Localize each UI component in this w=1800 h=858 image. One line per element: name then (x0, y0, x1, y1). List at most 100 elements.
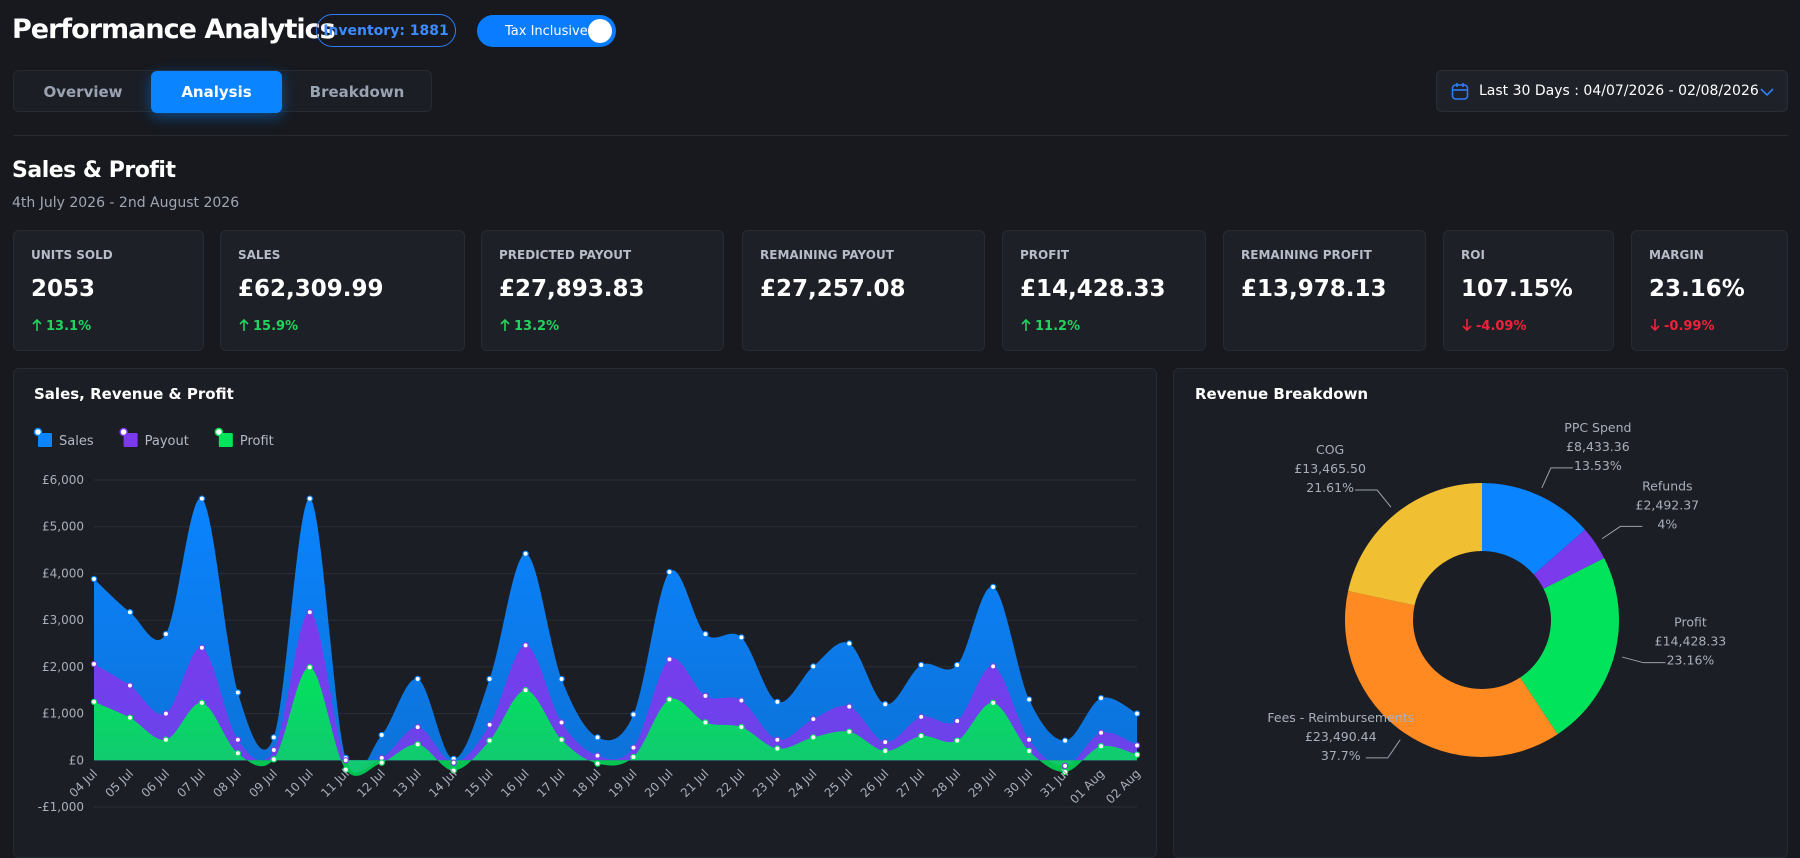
tax-toggle[interactable]: Tax Inclusive (477, 15, 616, 47)
data-point (90, 698, 98, 706)
legend-label: Profit (240, 434, 274, 449)
data-point (90, 660, 98, 668)
leader-line (1601, 525, 1643, 540)
chevron-icon (1760, 88, 1774, 97)
trend-arrow (239, 318, 249, 331)
data-point (162, 630, 170, 638)
data-point (270, 746, 278, 754)
y-tick-label: -£1,000 (38, 800, 84, 814)
kpi-change: 13.1% (31, 318, 91, 334)
data-point (846, 703, 853, 710)
data-point (270, 734, 278, 741)
kpi-card: UNITS SOLD 2053 13.1% (13, 230, 204, 351)
data-point (594, 752, 601, 759)
data-point (594, 760, 601, 767)
data-point (918, 661, 925, 669)
kpi-card: ROI 107.15% -4.09% (1443, 230, 1614, 351)
legend-swatch (123, 433, 138, 447)
legend-label: Payout (145, 434, 189, 449)
data-point (882, 738, 889, 746)
tab[interactable]: Overview (43, 83, 123, 101)
pie-slice (1533, 529, 1605, 589)
x-tick-label: 27 Jul (894, 767, 928, 801)
data-point (666, 656, 673, 663)
data-point (702, 692, 709, 700)
legend-swatch (218, 433, 233, 447)
area-panel: Sales, Revenue & Profit Sales Payout Profit… (13, 368, 1157, 858)
kpi-change: 11.2% (1020, 318, 1080, 334)
arrow-shape (1462, 319, 1472, 332)
slice-label: 23.16% (1667, 653, 1715, 668)
data-point (882, 701, 889, 708)
x-tick-label: 07 Jul (174, 767, 208, 801)
kpi-card: MARGIN 23.16% -0.99% (1631, 230, 1788, 351)
section-title: Sales & Profit (12, 158, 176, 183)
pie-chart: Revenue Breakdown PPC Spend £8,433.36 13.53… (1195, 385, 1726, 763)
leader-line (1622, 656, 1666, 664)
kpi-value: £27,257.08 (760, 276, 906, 302)
x-tick-label: 04 Jul (66, 767, 100, 801)
data-point (342, 766, 349, 773)
date-picker[interactable]: Last 30 Days : 04/07/2026 - 02/08/2026 (1436, 70, 1788, 112)
data-point (198, 495, 206, 502)
x-tick-label: 14 Jul (426, 767, 460, 801)
data-point (270, 756, 278, 763)
data-point (306, 495, 313, 502)
y-tick-label: £2,000 (42, 660, 84, 674)
data-point (306, 609, 313, 616)
tab[interactable]: Breakdown (309, 83, 405, 101)
trend-arrow (1650, 319, 1660, 332)
kpi-label: REMAINING PROFIT (1241, 248, 1372, 262)
chart-title: Sales, Revenue & Profit (34, 385, 234, 403)
kpi-card: PREDICTED PAYOUT £27,893.83 13.2% (481, 230, 724, 351)
data-point (306, 664, 313, 671)
data-point (702, 719, 709, 726)
kpi-value: £27,893.83 (499, 276, 645, 302)
data-point (486, 675, 493, 683)
area-chart: Sales, Revenue & Profit Sales Payout Profit… (33, 385, 1143, 814)
kpi-card: SALES £62,309.99 15.9% (220, 230, 465, 351)
data-point (702, 630, 709, 638)
data-point (450, 767, 457, 774)
pie-slice (1348, 483, 1482, 606)
legend-dot (33, 427, 43, 437)
x-tick-label: 15 Jul (462, 767, 496, 801)
data-point (198, 699, 206, 707)
kpi-value: 2053 (31, 276, 96, 302)
inventory-badge[interactable]: Inventory: 1881 (316, 14, 456, 47)
kpi-value: 23.16% (1649, 276, 1745, 302)
pie-slice (1520, 558, 1619, 735)
data-point (1061, 737, 1069, 744)
trend-arrow (1462, 319, 1472, 332)
data-point (953, 661, 961, 669)
x-tick-label: 11 Jul (318, 767, 352, 801)
data-point (126, 609, 134, 616)
x-tick-label: 13 Jul (390, 767, 424, 801)
arrow-shape (32, 318, 42, 331)
slice-label: £13,465.50 (1294, 461, 1366, 476)
data-point (918, 732, 925, 740)
kpi-change-value: 13.2% (514, 319, 560, 334)
data-point (810, 734, 817, 741)
data-point (1025, 747, 1033, 755)
pie-slice (1345, 591, 1558, 757)
slice-label: 37.7% (1321, 748, 1361, 763)
tab[interactable]: Analysis (151, 71, 282, 113)
legend-swatch (38, 433, 52, 447)
calendar-icon (1451, 83, 1469, 100)
data-point (558, 719, 565, 726)
kpi-label: UNITS SOLD (31, 248, 113, 262)
x-tick-label: 18 Jul (570, 767, 604, 801)
x-tick-label: 09 Jul (246, 767, 280, 801)
x-tick-label: 06 Jul (138, 767, 172, 801)
x-tick-label: 30 Jul (1002, 767, 1036, 801)
data-point (162, 710, 170, 717)
data-point (989, 583, 997, 591)
x-tick-label: 20 Jul (642, 767, 676, 801)
x-tick-label: 28 Jul (930, 767, 964, 801)
data-point (738, 634, 745, 641)
data-point (774, 736, 781, 743)
data-point (1025, 696, 1033, 703)
trend-arrow (32, 318, 42, 331)
